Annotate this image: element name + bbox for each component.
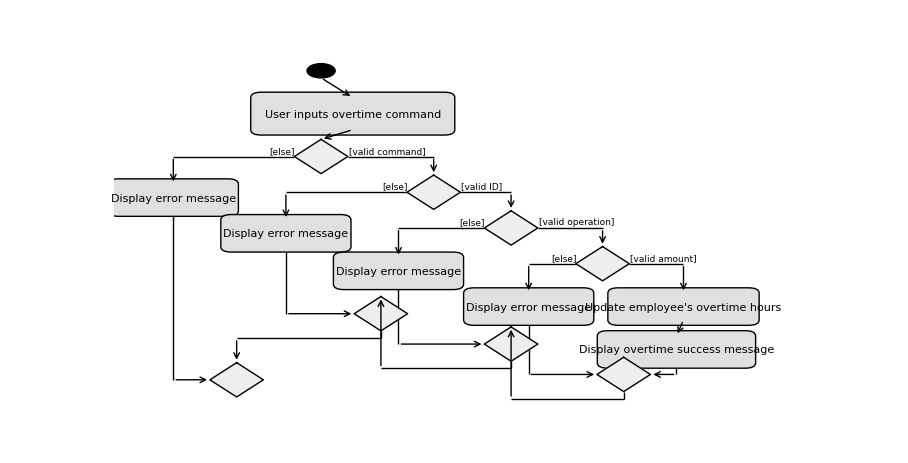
Text: [valid amount]: [valid amount]: [630, 253, 696, 263]
Polygon shape: [484, 327, 538, 362]
Text: [else]: [else]: [459, 218, 485, 227]
Text: Display error message: Display error message: [223, 229, 349, 239]
Text: Display error message: Display error message: [111, 193, 236, 203]
Polygon shape: [294, 140, 348, 174]
Polygon shape: [597, 357, 650, 392]
Text: [else]: [else]: [551, 253, 577, 263]
FancyBboxPatch shape: [108, 180, 239, 217]
Text: [else]: [else]: [270, 146, 295, 156]
Polygon shape: [210, 363, 263, 397]
Text: Display error message: Display error message: [336, 266, 461, 276]
FancyBboxPatch shape: [464, 288, 594, 325]
Text: [valid operation]: [valid operation]: [538, 218, 614, 227]
Text: [valid ID]: [valid ID]: [461, 182, 502, 191]
Polygon shape: [576, 247, 629, 281]
FancyBboxPatch shape: [597, 331, 755, 369]
Text: [valid command]: [valid command]: [350, 146, 426, 156]
Text: User inputs overtime command: User inputs overtime command: [264, 109, 441, 119]
FancyBboxPatch shape: [607, 288, 759, 325]
Text: Display error message: Display error message: [466, 302, 591, 312]
FancyBboxPatch shape: [333, 252, 464, 290]
Circle shape: [307, 64, 335, 79]
Text: Display overtime success message: Display overtime success message: [578, 344, 775, 355]
Polygon shape: [354, 297, 408, 331]
Text: [else]: [else]: [382, 182, 408, 191]
FancyBboxPatch shape: [251, 93, 455, 136]
FancyBboxPatch shape: [221, 215, 351, 252]
Polygon shape: [407, 175, 460, 210]
Text: Update employee's overtime hours: Update employee's overtime hours: [586, 302, 782, 312]
Polygon shape: [484, 211, 538, 245]
